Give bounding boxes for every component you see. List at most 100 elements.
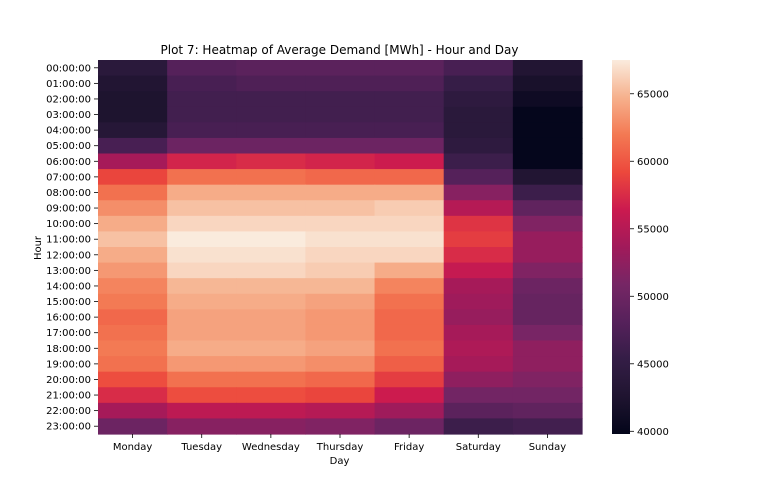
x-axis-ticks: Monday Tuesday Wednesday Thursday Friday Satu… <box>113 434 566 453</box>
heatmap-cell <box>374 262 445 279</box>
heatmap-cell <box>236 356 307 373</box>
heatmap-cell <box>512 122 583 139</box>
heatmap-cell <box>512 75 583 92</box>
heatmap-cell <box>167 340 237 357</box>
heatmap-cell <box>167 418 237 435</box>
heatmap-cell <box>305 324 376 342</box>
heatmap-cell <box>98 200 168 217</box>
heatmap-cell <box>236 387 307 404</box>
heatmap-cell <box>167 75 237 92</box>
heatmap-cell <box>443 402 514 420</box>
heatmap-cell <box>443 75 514 92</box>
heatmap-cell <box>98 215 168 233</box>
heatmap-cell <box>443 122 514 139</box>
heatmap-cell <box>374 278 445 295</box>
y-tick-label: 20:00:00 <box>46 375 91 386</box>
heatmap-cell <box>443 231 514 248</box>
heatmap-cell <box>167 200 237 217</box>
heatmap-cell <box>512 60 583 77</box>
colorbar <box>612 60 630 434</box>
y-tick-label: 01:00:00 <box>46 79 91 90</box>
heatmap-cell <box>374 371 445 388</box>
heatmap-cell <box>512 278 583 295</box>
heatmap-cell <box>443 387 514 404</box>
heatmap-cell <box>167 356 237 373</box>
heatmap-cell <box>305 122 376 139</box>
heatmap-cell <box>512 293 583 310</box>
heatmap-cell <box>98 387 168 404</box>
heatmap-cell <box>443 169 514 186</box>
x-tick-label: Wednesday <box>242 442 300 453</box>
y-tick-label: 08:00:00 <box>46 188 91 199</box>
heatmap-cell <box>512 418 583 435</box>
y-tick-label: 09:00:00 <box>46 204 91 215</box>
heatmap-cell <box>167 402 237 420</box>
heatmap-cell <box>98 324 168 342</box>
heatmap-cell <box>236 371 307 388</box>
heatmap-cell <box>305 215 376 233</box>
heatmap-cell <box>236 324 307 342</box>
heatmap-cell <box>167 371 237 388</box>
heatmap-cell <box>443 278 514 295</box>
heatmap-cell <box>236 137 307 155</box>
heatmap-cell <box>305 293 376 310</box>
y-tick-label: 21:00:00 <box>46 391 91 402</box>
heatmap-cell <box>443 215 514 233</box>
heatmap-cell <box>512 153 583 170</box>
heatmap-cell <box>98 262 168 279</box>
heatmap-cell <box>512 91 583 108</box>
heatmap-cell <box>305 106 376 123</box>
heatmap-cell <box>236 122 307 139</box>
heatmap-cell <box>305 418 376 435</box>
y-tick-label: 12:00:00 <box>46 250 91 261</box>
heatmap-cell <box>443 184 514 201</box>
heatmap-cell <box>512 169 583 186</box>
heatmap-cell <box>305 75 376 92</box>
heatmap-cells <box>98 60 583 435</box>
heatmap-cell <box>374 75 445 92</box>
y-tick-label: 14:00:00 <box>46 281 91 292</box>
heatmap-cell <box>236 106 307 123</box>
heatmap-cell <box>98 169 168 186</box>
y-tick-label: 04:00:00 <box>46 126 91 137</box>
heatmap-cell <box>443 137 514 155</box>
y-tick-label: 13:00:00 <box>46 266 91 277</box>
heatmap-cell <box>305 247 376 264</box>
y-tick-label: 10:00:00 <box>46 219 91 230</box>
heatmap-cell <box>305 60 376 77</box>
heatmap-cell <box>167 387 237 404</box>
heatmap-cell <box>374 184 445 201</box>
y-tick-label: 05:00:00 <box>46 141 91 152</box>
heatmap-cell <box>305 278 376 295</box>
heatmap-cell <box>236 278 307 295</box>
y-tick-label: 16:00:00 <box>46 313 91 324</box>
heatmap-cell <box>374 122 445 139</box>
y-tick-label: 03:00:00 <box>46 110 91 121</box>
heatmap-cell <box>512 215 583 233</box>
heatmap-cell <box>305 169 376 186</box>
y-tick-label: 11:00:00 <box>46 235 91 246</box>
y-tick-label: 02:00:00 <box>46 94 91 105</box>
heatmap-cell <box>512 137 583 155</box>
heatmap-cell <box>98 278 168 295</box>
heatmap-cell <box>443 293 514 310</box>
heatmap-cell <box>167 122 237 139</box>
heatmap-cell <box>236 91 307 108</box>
heatmap-cell <box>305 356 376 373</box>
x-tick-label: Friday <box>394 442 424 453</box>
heatmap-cell <box>512 324 583 342</box>
heatmap-cell <box>167 247 237 264</box>
colorbar-tick-label: 60000 <box>637 157 669 168</box>
y-tick-label: 19:00:00 <box>46 359 91 370</box>
colorbar-tick-label: 55000 <box>637 224 669 235</box>
x-tick-label: Tuesday <box>180 442 222 453</box>
heatmap-cell <box>167 231 237 248</box>
heatmap-cell <box>236 231 307 248</box>
x-axis-label: Day <box>330 456 350 467</box>
heatmap-cell <box>305 371 376 388</box>
heatmap-cell <box>236 402 307 420</box>
heatmap-cell <box>167 293 237 310</box>
y-axis-ticks: 00:00:00 01:00:00 02:00:00 03:00:00 04:00:00… <box>46 63 98 433</box>
heatmap-cell <box>98 106 168 123</box>
heatmap-cell <box>236 75 307 92</box>
